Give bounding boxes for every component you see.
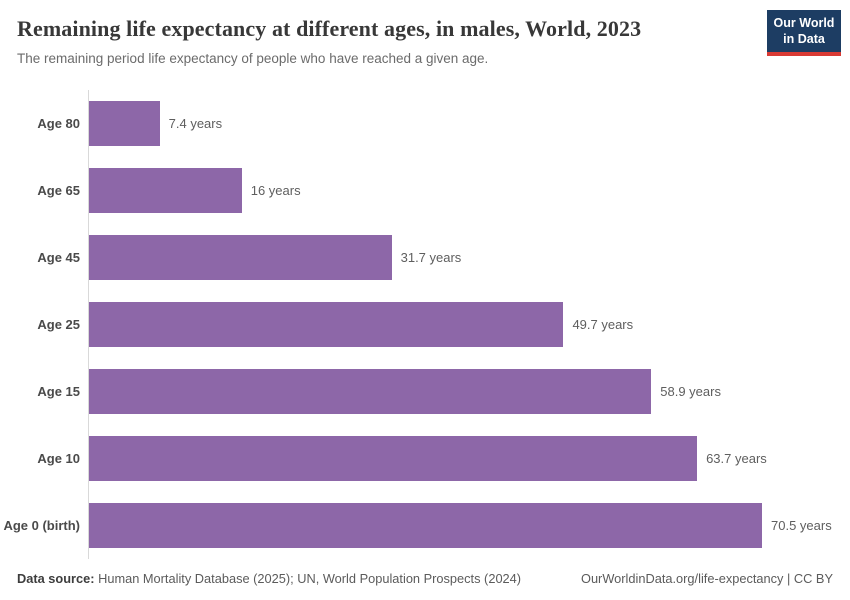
value-label: 58.9 years (660, 384, 721, 399)
category-label: Age 15 (37, 384, 80, 399)
chart-row: Age 0 (birth) 70.5 years (0, 492, 850, 559)
bar-area: 58.9 years (88, 358, 850, 425)
chart-row: Age 10 63.7 years (0, 425, 850, 492)
bar-area: 16 years (88, 157, 850, 224)
chart-subtitle: The remaining period life expectancy of … (17, 51, 489, 66)
data-source-note: Data source: Human Mortality Database (2… (17, 571, 521, 586)
credit-link[interactable]: OurWorldinData.org/life-expectancy | CC … (580, 571, 833, 586)
bar[interactable] (89, 503, 762, 548)
chart-row: Age 45 31.7 years (0, 224, 850, 291)
category-label: Age 45 (37, 250, 80, 265)
bar[interactable] (89, 369, 652, 414)
chart-header: Remaining life expectancy at different a… (0, 0, 850, 88)
value-label: 63.7 years (706, 451, 767, 466)
value-label: 70.5 years (771, 518, 832, 533)
bar-area: 31.7 years (88, 224, 850, 291)
data-source-label: Data source: (17, 571, 95, 586)
chart-row: Age 65 16 years (0, 157, 850, 224)
owid-logo-line1: Our World (773, 16, 835, 30)
bar[interactable] (89, 302, 564, 347)
chart-row: Age 80 7.4 years (0, 90, 850, 157)
data-source-text: Human Mortality Database (2025); UN, Wor… (94, 571, 522, 586)
bar-area: 63.7 years (88, 425, 850, 492)
category-label: Age 65 (37, 183, 80, 198)
owid-logo[interactable]: Our World in Data (767, 10, 841, 57)
value-label: 16 years (250, 183, 301, 198)
chart-row: Age 25 49.7 years (0, 291, 850, 358)
bar-chart: Age 80 7.4 years Age 65 16 years Age 45 31.7 … (0, 90, 850, 559)
bar[interactable] (89, 168, 242, 213)
bar[interactable] (89, 235, 392, 280)
bar[interactable] (89, 436, 698, 481)
bar-area: 7.4 years (88, 90, 850, 157)
category-label: Age 10 (37, 451, 80, 466)
bar[interactable] (89, 101, 160, 146)
value-label: 7.4 years (168, 116, 223, 131)
category-label: Age 25 (37, 317, 80, 332)
chart-footer: Data source: Human Mortality Database (2… (0, 571, 850, 600)
category-label: Age 80 (37, 116, 80, 131)
bar-area: 49.7 years (88, 291, 850, 358)
value-label: 31.7 years (400, 250, 462, 265)
chart-title: Remaining life expectancy at different a… (17, 16, 642, 41)
bar-area: 70.5 years (88, 492, 850, 559)
chart-row: Age 15 58.9 years (0, 358, 850, 425)
category-label: Age 0 (birth) (3, 518, 80, 533)
owid-logo-line2: in Data (783, 31, 825, 46)
value-label: 49.7 years (572, 317, 634, 332)
